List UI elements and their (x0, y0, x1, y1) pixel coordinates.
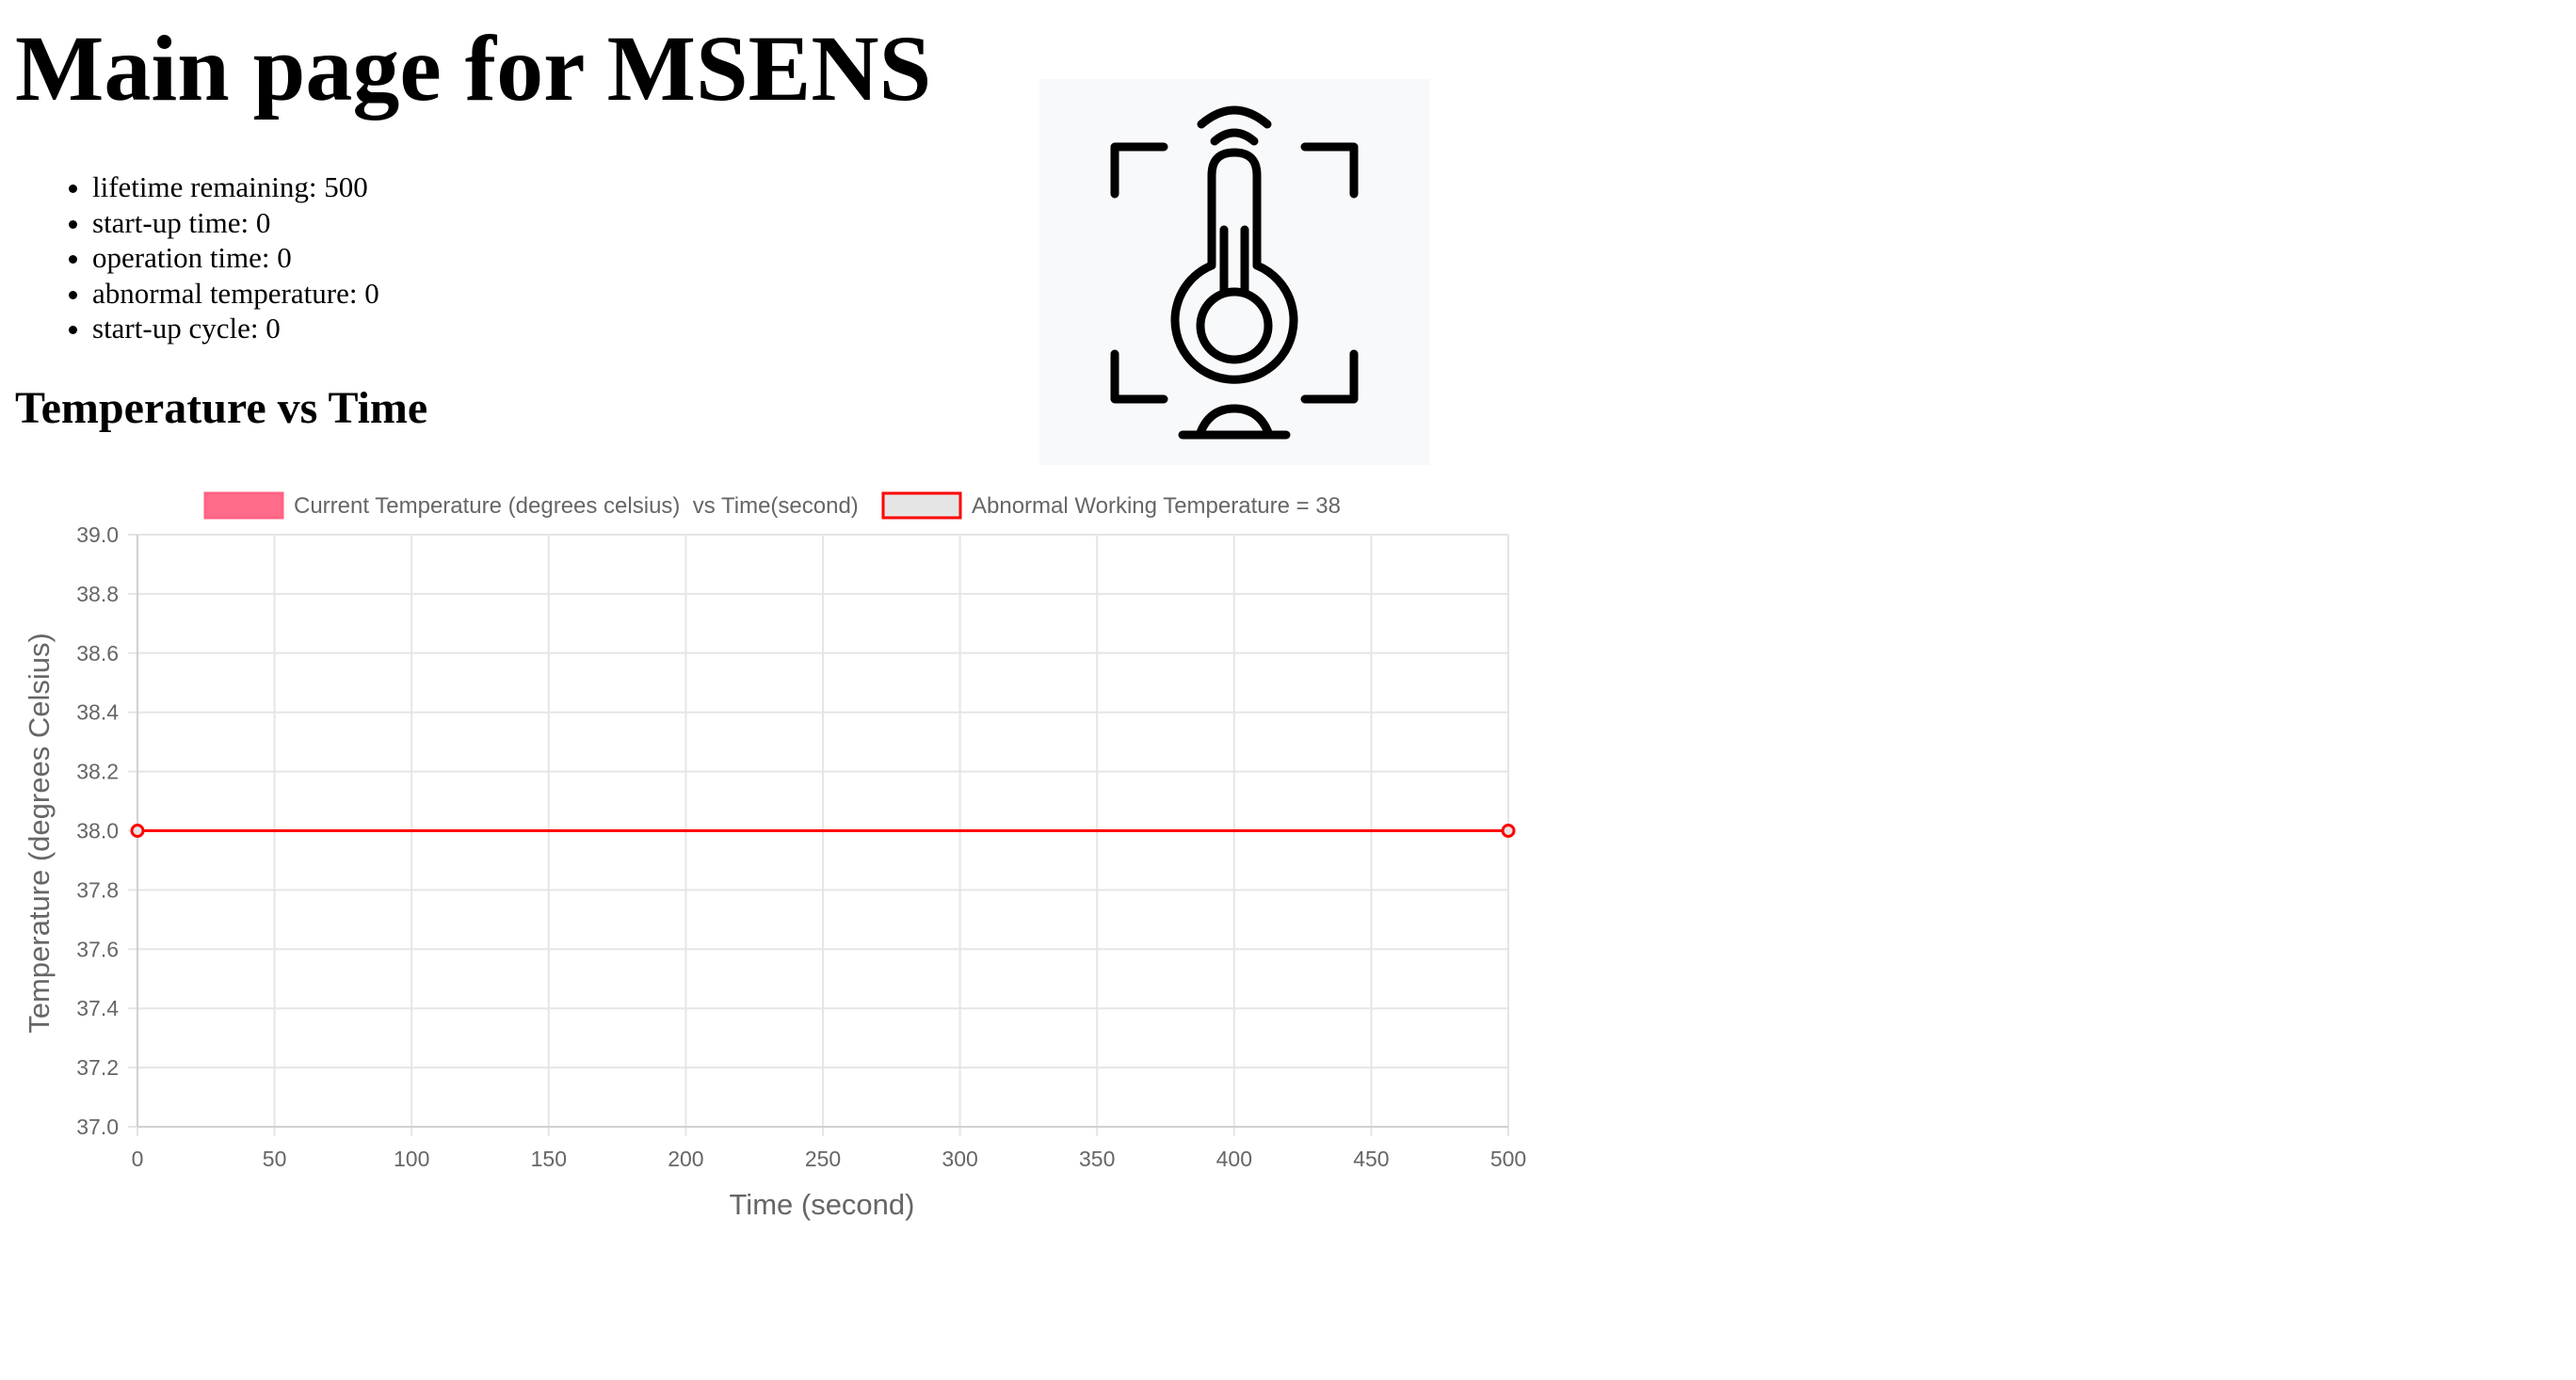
y-tick-label: 38.2 (76, 760, 119, 784)
chart-x-axis-label: Time (second) (730, 1188, 915, 1221)
y-tick-label: 37.6 (76, 937, 119, 961)
sensor-image (1039, 79, 1429, 465)
chart-tick-labels: 39.0 38.8 38.6 38.4 38.2 38.0 37.8 37.6 37.4 37.2… (76, 522, 1526, 1171)
y-tick-label: 37.8 (76, 877, 119, 902)
chart-y-axis-label: Temperature (degrees Celsius) (23, 633, 56, 1034)
legend-label-current-temperature[interactable]: Current Temperature (degrees celsius) vs… (294, 493, 859, 519)
legend-swatch-current-temperature[interactable] (203, 491, 284, 520)
temperature-time-chart: Current Temperature (degrees celsius) vs… (23, 491, 1526, 1221)
legend-swatch-abnormal-temperature[interactable] (881, 491, 962, 520)
y-tick-label: 37.4 (76, 996, 119, 1020)
x-tick-label: 450 (1353, 1147, 1389, 1171)
stats-list: lifetime remaining: 500 start-up time: 0… (53, 169, 379, 346)
x-tick-label: 250 (805, 1147, 841, 1171)
y-tick-label: 38.4 (76, 700, 119, 725)
x-tick-label: 400 (1216, 1147, 1252, 1171)
x-tick-label: 0 (132, 1147, 144, 1171)
y-tick-label: 38.0 (76, 819, 119, 843)
stat-start-up-time: start-up time: 0 (92, 205, 379, 241)
chart-legend: Current Temperature (degrees celsius) vs… (203, 491, 1341, 520)
y-tick-label: 39.0 (76, 522, 119, 547)
legend-label-abnormal-temperature[interactable]: Abnormal Working Temperature = 38 (972, 493, 1341, 519)
x-tick-label: 300 (942, 1147, 977, 1171)
x-tick-label: 500 (1490, 1147, 1526, 1171)
chart-series (130, 824, 1516, 838)
chart-heading: Temperature vs Time (15, 383, 428, 433)
data-point-abnormal-temperature[interactable] (1501, 824, 1516, 838)
stat-lifetime-remaining: lifetime remaining: 500 (92, 169, 379, 205)
y-tick-label: 37.0 (76, 1115, 119, 1139)
x-tick-label: 100 (394, 1147, 429, 1171)
x-tick-label: 150 (531, 1147, 567, 1171)
page-title: Main page for MSENS (15, 16, 932, 120)
x-tick-label: 200 (668, 1147, 703, 1171)
x-tick-label: 50 (263, 1147, 287, 1171)
thermometer-sensor-icon (1110, 105, 1359, 440)
y-tick-label: 37.2 (76, 1055, 119, 1080)
y-tick-label: 38.8 (76, 582, 119, 606)
data-point-abnormal-temperature[interactable] (130, 824, 145, 838)
chart-grid (128, 534, 1509, 1136)
stat-operation-time: operation time: 0 (92, 240, 379, 276)
x-tick-label: 350 (1079, 1147, 1115, 1171)
stat-start-up-cycle: start-up cycle: 0 (92, 311, 379, 346)
stat-abnormal-temperature: abnormal temperature: 0 (92, 276, 379, 312)
y-tick-label: 38.6 (76, 641, 119, 666)
